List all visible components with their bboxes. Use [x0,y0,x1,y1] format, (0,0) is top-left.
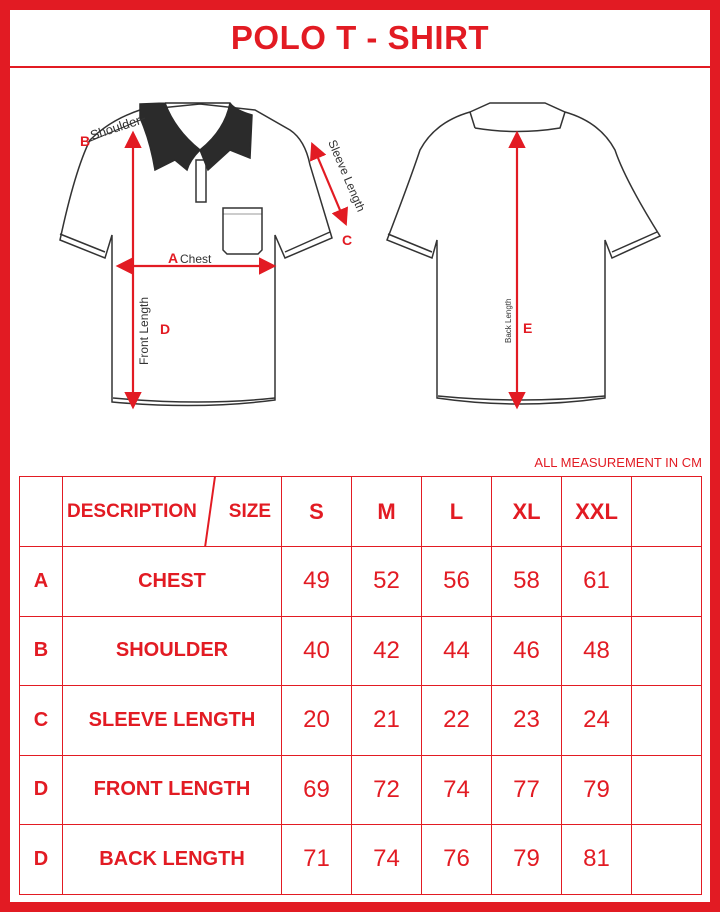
size-m: M [351,476,422,547]
measurement-cell: 46 [491,615,562,686]
measurement-cell [631,615,702,686]
page-title: POLO T - SHIRT [230,19,490,56]
measurement-cell: 74 [421,754,492,825]
row-description: SLEEVE LENGTH [62,685,282,756]
back-shirt-illustration [386,102,662,405]
measurement-unit-note: ALL MEASUREMENT IN CM [534,455,702,470]
table-row: B SHOULDER 40 42 44 46 48 [19,615,702,686]
title-bar: POLO T - SHIRT [10,10,710,68]
header-divider [204,477,216,547]
size-xl: XL [491,476,562,547]
table-row: C SLEEVE LENGTH 20 21 22 23 24 [19,685,702,756]
row-letter: A [19,546,63,617]
table-row: A CHEST 49 52 56 58 61 [19,546,702,617]
size-empty [631,476,702,547]
back-length-letter: E [523,320,532,336]
measurement-cell: 74 [351,824,422,895]
letter-header-cell [19,476,63,547]
measurement-cell: 77 [491,754,562,825]
measurement-cell: 72 [351,754,422,825]
measurement-cell: 52 [351,546,422,617]
measurement-cell: 22 [421,685,492,756]
table-row: D FRONT LENGTH 69 72 74 77 79 [19,754,702,825]
row-letter: C [19,685,63,756]
size-chart-table: DESCRIPTION SIZE S M L XL XXL A CHEST 49 52… [19,476,702,895]
measurement-cell: 49 [281,546,352,617]
measurement-cell: 81 [561,824,632,895]
measurement-cell: 79 [561,754,632,825]
measurement-cell: 24 [561,685,632,756]
measurement-cell: 61 [561,546,632,617]
back-length-label: Back Length [504,299,513,343]
description-size-header: DESCRIPTION SIZE [62,476,282,547]
size-header: SIZE [228,501,271,522]
row-letter: D [19,754,63,825]
row-letter: B [19,615,63,686]
row-description: CHEST [62,546,282,617]
row-description: BACK LENGTH [62,824,282,895]
front-length-letter: D [160,321,170,337]
sleeve-letter: C [342,232,352,248]
chest-letter: A [168,250,178,266]
front-length-label: Front Length [137,297,151,365]
measurement-cell: 44 [421,615,492,686]
measurement-cell: 42 [351,615,422,686]
chest-label: Chest [180,252,212,266]
measurement-cell: 48 [561,615,632,686]
measurement-cell [631,824,702,895]
row-description: FRONT LENGTH [62,754,282,825]
measurement-cell: 23 [491,685,562,756]
size-xxl: XXL [561,476,632,547]
size-s: S [281,476,352,547]
description-header: DESCRIPTION [67,501,197,522]
measurement-cell: 76 [421,824,492,895]
measurement-cell: 21 [351,685,422,756]
measurement-cell: 58 [491,546,562,617]
measurement-cell [631,754,702,825]
table-row: D BACK LENGTH 71 74 76 79 81 [19,824,702,895]
measurement-cell: 56 [421,546,492,617]
measurement-cell: 40 [281,615,352,686]
table-header-row: DESCRIPTION SIZE S M L XL XXL [19,476,702,547]
shirt-diagrams: B Shoulder A Chest Sleeve Length C Front… [59,102,662,410]
measurement-cell [631,685,702,756]
row-description: SHOULDER [62,615,282,686]
sleeve-arrow [310,141,348,227]
measurement-cell: 20 [281,685,352,756]
measurement-cell: 71 [281,824,352,895]
size-l: L [421,476,492,547]
measurement-cell: 69 [281,754,352,825]
sleeve-label: Sleeve Length [325,138,368,214]
shoulder-letter: B [80,133,90,149]
collar [139,102,253,172]
measurement-cell [631,546,702,617]
row-letter: D [19,824,63,895]
measurement-cell: 79 [491,824,562,895]
